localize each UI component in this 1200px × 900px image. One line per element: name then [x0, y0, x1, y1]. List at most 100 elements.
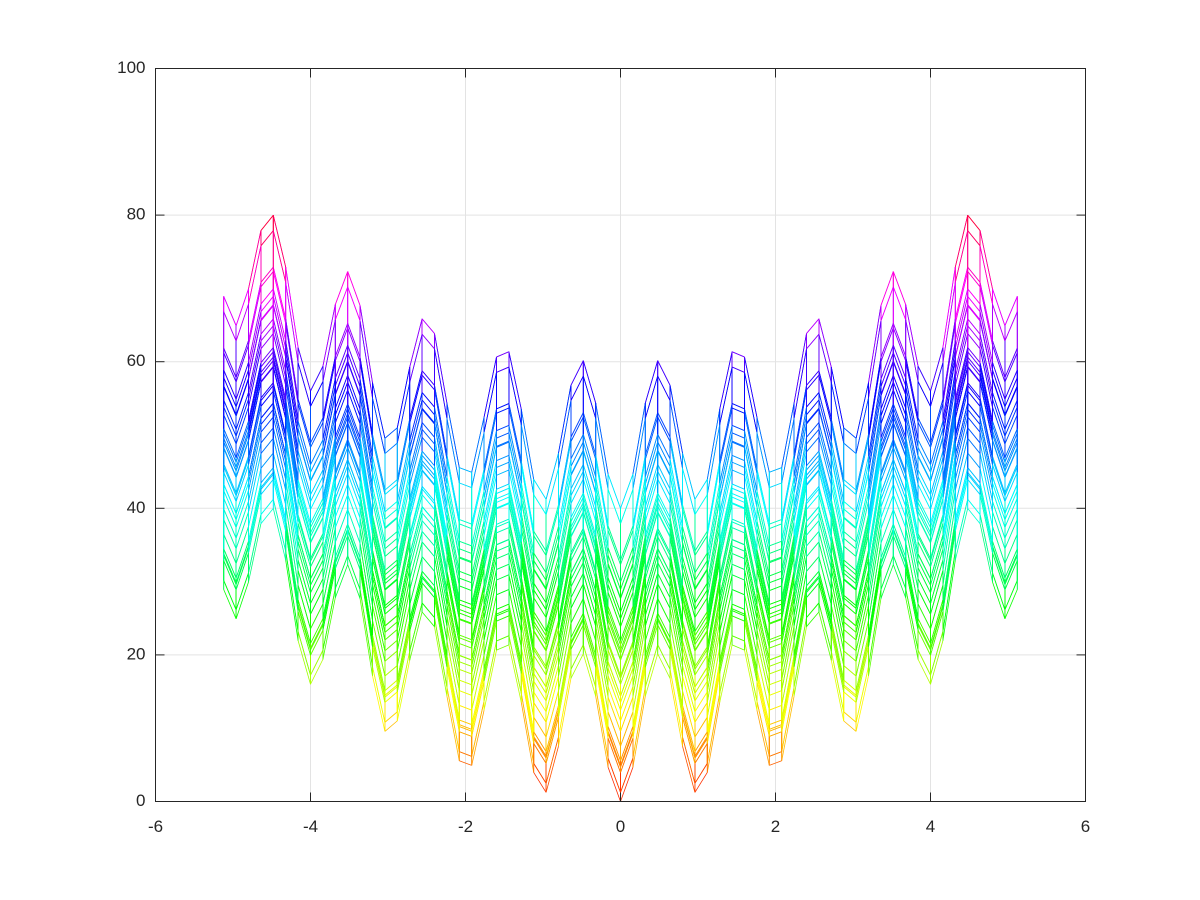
mesh-row-segment: [347, 465, 361, 500]
mesh-row-segment: [322, 588, 336, 651]
mesh-row-segment: [520, 554, 535, 625]
mesh-row-segment: [706, 647, 721, 718]
mesh-row-segment: [706, 673, 721, 744]
mesh-row-segment: [942, 461, 956, 542]
mesh-row-segment: [582, 619, 597, 663]
mesh-row-segment: [297, 541, 311, 586]
mesh-row-segment: [570, 617, 584, 643]
mesh-row-segment: [669, 555, 683, 624]
mesh-row-segment: [719, 497, 733, 555]
mesh-row-segment: [595, 667, 609, 739]
mesh-row-segment: [892, 535, 907, 569]
mesh-row-segment: [409, 577, 423, 627]
mesh-row-segment: [917, 624, 931, 651]
mesh-row-segment: [272, 474, 287, 527]
mesh-row-segment: [843, 569, 857, 581]
mesh-row-segment: [396, 503, 411, 565]
mesh-row-segment: [260, 356, 274, 373]
mesh-row-segment: [706, 610, 721, 682]
mesh-row-segment: [272, 452, 287, 505]
mesh-row-segment: [632, 640, 646, 712]
mesh-row-segment: [347, 416, 361, 452]
mesh-row-segment: [508, 589, 522, 648]
mesh-row-segment: [930, 541, 944, 586]
mesh-row-segment: [310, 624, 324, 651]
mesh-row-segment: [396, 568, 411, 630]
mesh-row-segment: [471, 618, 485, 675]
mesh-row-segment: [396, 512, 411, 574]
mesh-row-segment: [843, 629, 857, 641]
mesh-row-segment: [459, 705, 472, 711]
mesh-row-segment: [905, 446, 919, 509]
mesh-row-segment: [669, 669, 683, 738]
mesh-row-segment: [359, 543, 373, 621]
mesh-row-segment: [421, 602, 435, 618]
mesh-row-segment: [223, 589, 237, 619]
mesh-row-segment: [545, 654, 559, 702]
mesh-row-segment: [520, 647, 535, 718]
mesh-row-segment: [632, 687, 646, 759]
mesh-row-segment: [582, 598, 597, 642]
mesh-row-segment: [322, 542, 336, 605]
mesh-row-segment: [471, 700, 485, 757]
mesh-row-segment: [372, 552, 386, 609]
mesh-row-segment: [248, 424, 262, 484]
mesh-row-segment: [694, 615, 708, 636]
mesh-row-segment: [756, 618, 770, 675]
mesh-row-segment: [868, 442, 882, 520]
mesh-row-segment: [421, 455, 435, 471]
mesh-row-segment: [930, 611, 944, 656]
mesh-row-segment: [595, 544, 609, 616]
mesh-row-segment: [706, 545, 721, 616]
mesh-row-segment: [595, 687, 609, 759]
mesh-row-segment: [843, 572, 857, 585]
mesh-row-segment: [880, 509, 894, 544]
mesh-row-segment: [545, 594, 559, 642]
mesh-row-segment: [272, 472, 287, 525]
mesh-row-segment: [322, 441, 336, 503]
mesh-row-segment: [558, 527, 572, 595]
mesh-row-segment: [769, 668, 782, 675]
mesh-row-segment: [855, 552, 869, 609]
mesh-row-segment: [731, 521, 745, 528]
mesh-row-segment: [322, 506, 336, 569]
mesh-row-segment: [471, 675, 485, 732]
mesh-row-segment: [297, 489, 311, 533]
mesh-row-segment: [260, 385, 274, 401]
mesh-row-segment: [657, 653, 671, 679]
mesh-row-segment: [806, 582, 820, 598]
mesh-row-segment: [855, 524, 869, 581]
mesh-row-segment: [632, 667, 646, 739]
mesh-row-segment: [868, 569, 882, 647]
mesh-row-segment: [359, 507, 373, 585]
mesh-row-segment: [248, 372, 262, 431]
mesh-row-segment: [682, 589, 696, 636]
mesh-row-segment: [806, 455, 820, 471]
mesh-row-segment: [1004, 497, 1018, 528]
mesh-row-segment: [347, 530, 361, 565]
mesh-row-segment: [533, 716, 547, 738]
mesh-row-segment: [632, 544, 646, 616]
mesh-row-segment: [248, 523, 262, 583]
mesh-row-segment: [930, 549, 944, 593]
mesh-row-segment: [632, 604, 646, 676]
mesh-row-segment: [334, 530, 349, 564]
mesh-row-segment: [892, 465, 907, 499]
mesh-row-segment: [347, 555, 361, 590]
mesh-row-segment: [459, 637, 472, 643]
mesh-row-segment: [979, 468, 993, 527]
mesh-row-segment: [930, 483, 944, 528]
mesh-row-segment: [954, 499, 969, 552]
mesh-row-segment: [830, 537, 845, 598]
mesh-row-segment: [483, 502, 497, 563]
mesh-row-segment: [781, 596, 795, 662]
mesh-row-segment: [545, 647, 559, 694]
mesh-row-segment: [322, 561, 336, 624]
mesh-row-segment: [434, 469, 448, 540]
mesh-row-segment: [992, 581, 1006, 619]
mesh-row-segment: [607, 644, 621, 679]
mesh-row-segment: [644, 505, 659, 549]
mesh-row-segment: [781, 640, 795, 706]
mesh-row-segment: [781, 604, 795, 670]
mesh-row-segment: [868, 447, 882, 525]
